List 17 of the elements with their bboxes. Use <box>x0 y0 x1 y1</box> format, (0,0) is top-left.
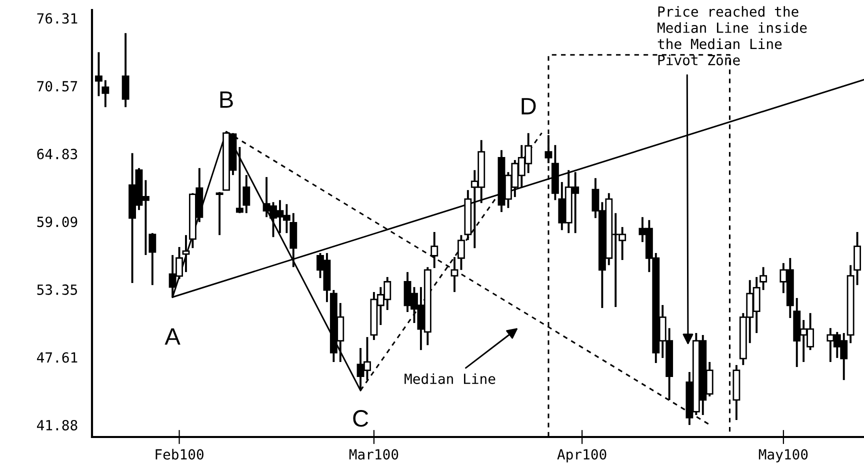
y-tick-label: 59.09 <box>37 216 78 228</box>
annotation: C <box>353 410 368 427</box>
x-tick-label: Feb100 <box>156 448 204 460</box>
annotation: Median Line <box>404 373 496 384</box>
annotation: D <box>522 98 536 114</box>
x-tick-label: Mar100 <box>349 449 398 460</box>
y-tick-label: 76.31 <box>37 13 78 24</box>
annotation: A <box>164 328 180 345</box>
y-tick-label: 64.83 <box>37 148 78 160</box>
y-tick-label: 41.88 <box>36 420 78 430</box>
y-tick-label: 53.35 <box>37 284 77 295</box>
x-tick-label: Apr100 <box>557 449 606 462</box>
y-tick-label: 70.57 <box>37 80 78 92</box>
y-tick-label: 47.61 <box>36 352 78 363</box>
x-tick-label: May100 <box>758 449 808 462</box>
annotation: B <box>220 91 233 108</box>
annotation: Price reached the Median Line inside the Median Line Pivot Zone <box>658 6 807 66</box>
